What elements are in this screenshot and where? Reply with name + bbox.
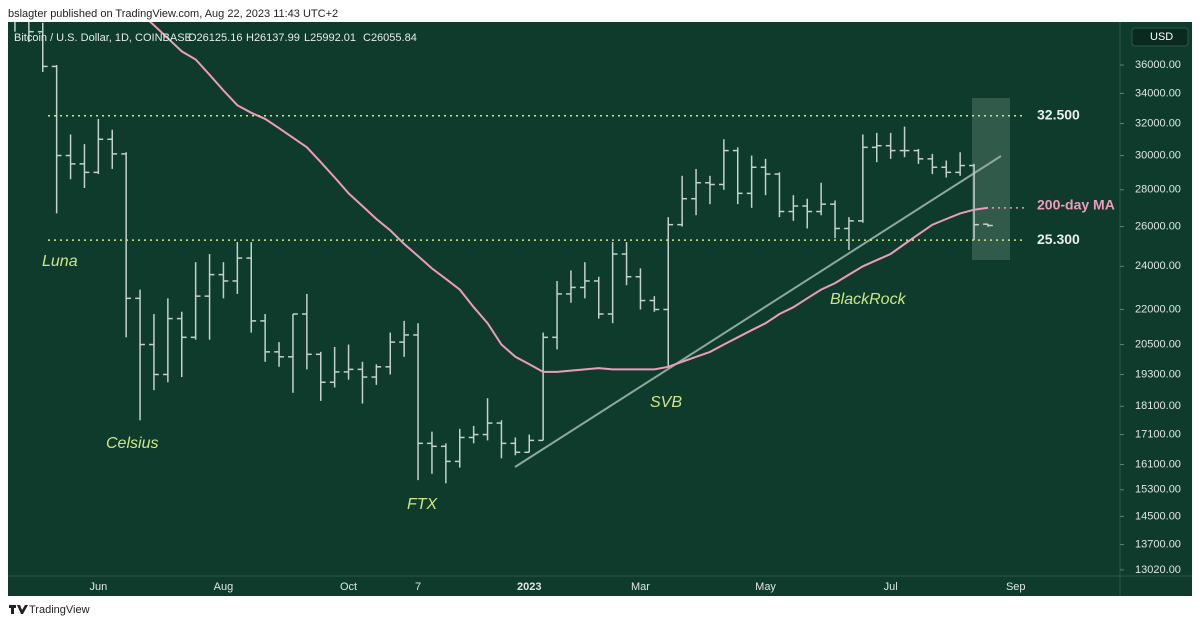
- ohlc-label: C26055.84: [363, 32, 417, 44]
- y-tick-label: 36000.00: [1135, 59, 1181, 71]
- currency-label[interactable]: USD: [1150, 31, 1173, 43]
- trendline: [514, 155, 1002, 468]
- currency-button[interactable]: [1131, 27, 1189, 47]
- y-tick-label: 15300.00: [1135, 484, 1181, 496]
- y-tick-label: 30000.00: [1135, 149, 1181, 161]
- publisher: bslagter published on TradingView.com, A…: [8, 8, 338, 20]
- x-tick-label: Sep: [1006, 581, 1026, 593]
- y-tick-label: 17100.00: [1135, 428, 1181, 440]
- highlight-box: [972, 98, 1010, 260]
- annotation: Luna: [42, 253, 78, 270]
- annotation: SVB: [650, 394, 682, 411]
- y-tick-label: 16100.00: [1135, 458, 1181, 470]
- y-tick-label: 13700.00: [1135, 538, 1181, 550]
- y-tick-label: 24000.00: [1135, 260, 1181, 272]
- y-tick-label: 14500.00: [1135, 510, 1181, 522]
- y-tick-label: 20500.00: [1135, 338, 1181, 350]
- brand: TradingView: [29, 604, 90, 616]
- moving-average: [148, 22, 989, 373]
- ohlc-label: H26137.99: [246, 32, 300, 44]
- symbol-label: Bitcoin / U.S. Dollar, 1D, COINBASE: [14, 32, 192, 44]
- x-tick-label: Jun: [89, 581, 107, 593]
- y-tick-label: 28000.00: [1135, 184, 1181, 196]
- ohlc-label: L25992.01: [304, 32, 356, 44]
- annotation: FTX: [407, 496, 439, 513]
- ma-label: 200-day MA: [1037, 197, 1115, 213]
- y-tick-label: 19300.00: [1135, 368, 1181, 380]
- chart-background: [8, 22, 1192, 596]
- y-tick-label: 32000.00: [1135, 117, 1181, 129]
- x-tick-label: Jul: [884, 581, 898, 593]
- x-tick-label: Aug: [214, 581, 234, 593]
- level-label: 25.300: [1037, 231, 1080, 247]
- annotation: Celsius: [106, 435, 158, 452]
- x-tick-label: 7: [415, 581, 421, 593]
- y-tick-label: 22000.00: [1135, 303, 1181, 315]
- brand-logo: [9, 605, 28, 614]
- plot: [14, 22, 993, 484]
- x-tick-label: Oct: [340, 581, 357, 593]
- y-tick-label: 18100.00: [1135, 400, 1181, 412]
- x-tick-label: Mar: [631, 581, 650, 593]
- y-tick-label: 26000.00: [1135, 220, 1181, 232]
- annotation: BlackRock: [830, 291, 907, 308]
- ohlc-label: O26125.16: [188, 32, 242, 44]
- y-tick-label: 13020.00: [1135, 564, 1181, 576]
- x-tick-label: 2023: [517, 581, 541, 593]
- level-label: 32.500: [1037, 107, 1080, 123]
- x-tick-label: May: [755, 581, 776, 593]
- y-tick-label: 34000.00: [1135, 87, 1181, 99]
